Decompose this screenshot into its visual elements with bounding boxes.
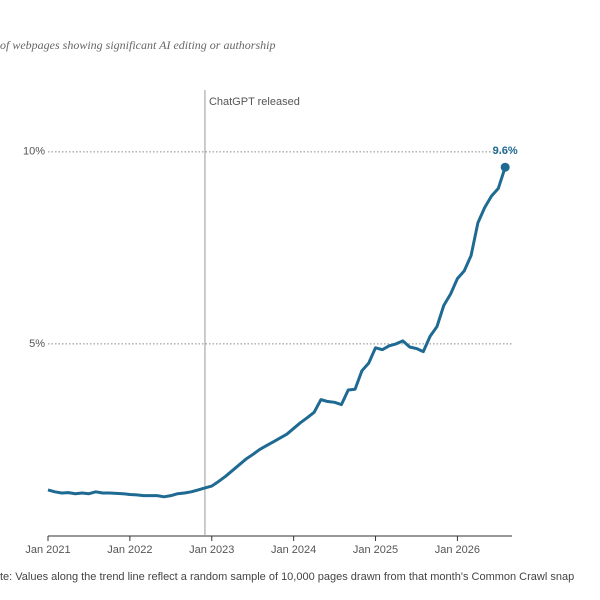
end-point <box>500 162 510 172</box>
y-tick-label: 5% <box>29 338 45 350</box>
annotation-label: ChatGPT released <box>209 96 300 108</box>
x-tick-label: Jan 2025 <box>353 544 398 556</box>
x-tick-label: Jan 2022 <box>107 544 152 556</box>
chart-title: of webpages showing significant AI editi… <box>0 38 275 52</box>
y-tick-label: 10% <box>23 146 45 158</box>
chart-note: te: Values along the trend line reflect … <box>0 571 574 583</box>
line <box>47 166 507 499</box>
x-tick-label: Jan 2026 <box>435 544 480 556</box>
value-label: 9.6% <box>493 145 518 157</box>
x-tick-label: Jan 2021 <box>25 544 70 556</box>
x-tick-label: Jan 2023 <box>189 544 234 556</box>
x-tick-label: Jan 2024 <box>271 544 316 556</box>
